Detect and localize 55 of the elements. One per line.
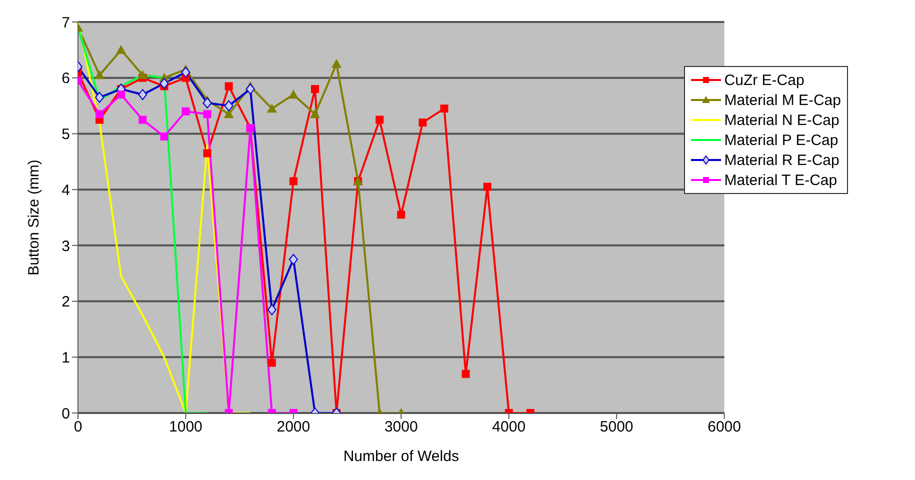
y-tick-label: 5 [62, 126, 70, 144]
point [376, 116, 384, 124]
point [418, 118, 427, 127]
x-tick-label: 1000 [169, 418, 202, 436]
legend-label: Material T E-Cap [724, 172, 838, 188]
point [117, 90, 126, 99]
y-tick-label: 6 [62, 70, 70, 88]
x-tick-label: 4000 [492, 418, 526, 436]
point [182, 107, 190, 116]
x-tick-label: 2000 [276, 418, 310, 436]
x-tick-label: 3000 [384, 418, 418, 436]
point [310, 109, 320, 118]
point [289, 177, 298, 186]
point [224, 82, 233, 90]
point [310, 85, 319, 94]
y-tick-label: 1 [62, 349, 70, 366]
x-axis-title: Number of Welds [343, 448, 459, 465]
point [138, 89, 148, 100]
y-tick-label: 4 [62, 182, 70, 199]
x-tick-label: 5000 [600, 418, 634, 436]
point [160, 132, 168, 141]
legend-label: Material P E-Cap [724, 132, 838, 148]
point [224, 109, 234, 118]
point [138, 70, 148, 80]
y-tick-label: 0 [62, 405, 70, 422]
point [266, 104, 277, 113]
legend-label: Material N E-Cap [724, 112, 840, 128]
point [95, 92, 104, 103]
point [224, 100, 234, 112]
y-tick-label: 2 [62, 294, 70, 311]
point [483, 182, 492, 191]
point [246, 84, 255, 95]
point [202, 97, 212, 108]
legend-label: CuZr E-Cap [724, 72, 804, 88]
legend-label: Material R E-Cap [724, 152, 840, 168]
point [267, 304, 276, 316]
point [94, 70, 105, 80]
point [160, 78, 169, 89]
point [288, 254, 298, 265]
x-tick-label: 6000 [708, 418, 741, 436]
point [440, 104, 448, 113]
point [332, 58, 342, 68]
y-axis-title: Button Size (mm) [25, 160, 42, 276]
legend-label: Material M E-Cap [724, 92, 841, 108]
y-tick-label: 7 [62, 14, 70, 32]
point [203, 110, 212, 118]
point [288, 90, 298, 99]
point [138, 116, 147, 124]
point [203, 149, 212, 158]
x-tick-label: 0 [74, 418, 82, 436]
point [397, 210, 406, 219]
point [116, 44, 126, 54]
y-tick-label: 3 [62, 238, 70, 255]
point [181, 66, 190, 78]
point [96, 110, 104, 118]
